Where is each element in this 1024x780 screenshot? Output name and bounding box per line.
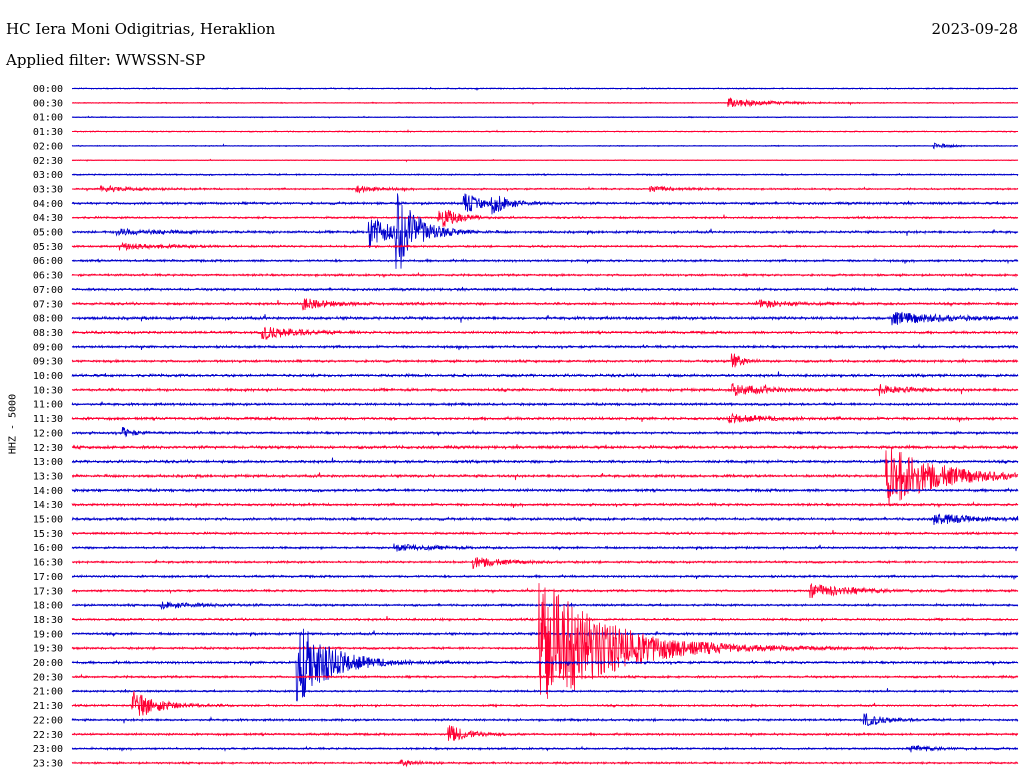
trace-row-0430 bbox=[71, 209, 1019, 227]
row-time-label: 02:00 bbox=[33, 141, 63, 152]
row-time-label: 23:30 bbox=[33, 758, 63, 769]
row-time-label: 14:00 bbox=[33, 486, 63, 497]
row-time-label: 16:00 bbox=[33, 543, 63, 554]
row-time-label: 09:00 bbox=[33, 342, 63, 353]
row-time-label: 08:30 bbox=[33, 328, 63, 339]
row-time-label: 08:00 bbox=[33, 314, 63, 325]
row-time-label: 11:30 bbox=[33, 414, 63, 425]
row-time-label: 19:30 bbox=[33, 644, 63, 655]
trace-row-1630 bbox=[71, 556, 1019, 570]
trace-row-1200 bbox=[71, 426, 1019, 438]
trace-row-1100 bbox=[71, 401, 1019, 408]
row-time-label: 07:30 bbox=[33, 299, 63, 310]
row-time-label: 15:30 bbox=[33, 529, 63, 540]
row-time-label: 16:30 bbox=[33, 558, 63, 569]
trace-row-0500 bbox=[72, 193, 1019, 269]
trace-row-0030 bbox=[71, 97, 1018, 108]
row-time-label: 10:00 bbox=[33, 371, 63, 382]
row-time-label: 01:00 bbox=[33, 113, 63, 124]
row-time-label: 18:00 bbox=[33, 601, 63, 612]
row-time-label: 04:30 bbox=[33, 213, 63, 224]
trace-row-1230 bbox=[71, 444, 1019, 451]
row-time-label: 19:00 bbox=[33, 629, 63, 640]
row-time-label: 22:30 bbox=[33, 730, 63, 741]
trace-row-2230 bbox=[71, 725, 1019, 741]
row-time-label: 09:30 bbox=[33, 357, 63, 368]
row-time-label: 20:30 bbox=[33, 672, 63, 683]
row-time-label: 13:30 bbox=[33, 471, 63, 482]
row-time-label: 00:30 bbox=[33, 98, 63, 109]
trace-row-0700 bbox=[71, 286, 1019, 293]
row-time-label: 06:00 bbox=[33, 256, 63, 267]
row-time-label: 12:00 bbox=[33, 428, 63, 439]
row-time-label: 01:30 bbox=[33, 127, 63, 138]
trace-row-0600 bbox=[71, 257, 1019, 265]
trace-row-1500 bbox=[71, 513, 1019, 526]
row-time-label: 10:30 bbox=[33, 385, 63, 396]
row-time-label: 20:00 bbox=[33, 658, 63, 669]
row-time-label: 17:00 bbox=[33, 572, 63, 583]
row-time-label: 11:00 bbox=[33, 400, 63, 411]
row-time-label: 03:00 bbox=[33, 170, 63, 181]
row-time-label: 03:30 bbox=[33, 184, 63, 195]
row-time-label: 17:30 bbox=[33, 586, 63, 597]
row-time-label: 12:30 bbox=[33, 443, 63, 454]
trace-row-1930 bbox=[71, 583, 1019, 699]
row-time-label: 18:30 bbox=[33, 615, 63, 626]
trace-row-0400 bbox=[71, 193, 1019, 215]
trace-row-0930 bbox=[71, 353, 1019, 368]
trace-row-0900 bbox=[71, 343, 1019, 351]
row-time-label: 06:30 bbox=[33, 271, 63, 282]
row-time-label: 13:00 bbox=[33, 457, 63, 468]
row-time-label: 02:30 bbox=[33, 156, 63, 167]
row-time-label: 22:00 bbox=[33, 715, 63, 726]
row-time-label: 00:00 bbox=[33, 84, 63, 95]
row-time-label: 05:30 bbox=[33, 242, 63, 253]
trace-row-1700 bbox=[71, 573, 1019, 580]
row-time-label: 21:30 bbox=[33, 701, 63, 712]
filter-label: Applied filter: WWSSN-SP bbox=[6, 51, 206, 69]
trace-row-1000 bbox=[71, 371, 1019, 379]
date-label: 2023-09-28 bbox=[931, 20, 1018, 38]
trace-row-1300 bbox=[71, 457, 1019, 465]
row-time-label: 23:00 bbox=[33, 744, 63, 755]
row-time-label: 14:30 bbox=[33, 500, 63, 511]
trace-row-2130 bbox=[71, 691, 1019, 716]
station-title: HC Iera Moni Odigitrias, Heraklion bbox=[6, 20, 276, 38]
row-time-label: 05:00 bbox=[33, 228, 63, 239]
row-time-label: 07:00 bbox=[33, 285, 63, 296]
trace-row-0830 bbox=[71, 326, 1019, 341]
row-time-label: 15:00 bbox=[33, 515, 63, 526]
row-time-label: 04:00 bbox=[33, 199, 63, 210]
row-time-label: 21:00 bbox=[33, 687, 63, 698]
